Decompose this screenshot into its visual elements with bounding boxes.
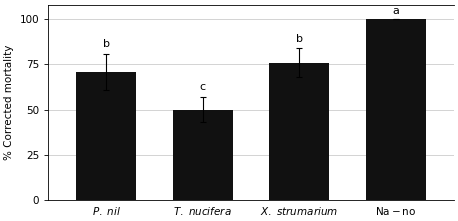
Bar	[366, 19, 426, 200]
Text: a: a	[393, 6, 399, 15]
Text: b: b	[103, 39, 110, 49]
Text: c: c	[200, 82, 206, 92]
Text: b: b	[296, 34, 303, 44]
Bar	[269, 63, 329, 200]
Bar	[173, 110, 233, 200]
Bar	[76, 72, 136, 200]
Y-axis label: % Corrected mortality: % Corrected mortality	[4, 45, 14, 160]
